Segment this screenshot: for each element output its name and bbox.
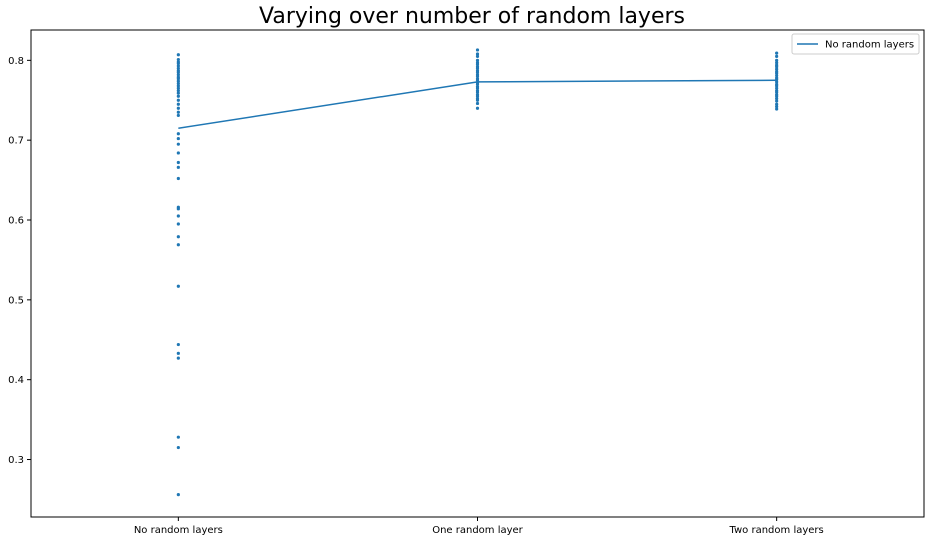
scatter-point <box>475 52 480 56</box>
y-tick-label: 0.8 <box>8 56 24 67</box>
scatter-points <box>176 48 779 497</box>
scatter-point <box>475 94 480 98</box>
scatter-point <box>176 57 180 62</box>
scatter-point <box>475 98 480 102</box>
scatter-point <box>176 66 180 70</box>
y-tick-label: 0.5 <box>8 295 24 306</box>
scatter-point <box>176 214 180 218</box>
scatter-point <box>176 165 180 169</box>
legend: No random layers <box>791 33 920 55</box>
scatter-point <box>176 77 180 81</box>
scatter-point <box>176 132 180 136</box>
scatter-point <box>475 66 480 70</box>
scatter-point <box>775 65 779 69</box>
scatter-point <box>475 58 480 62</box>
scatter-point <box>475 78 480 82</box>
scatter-point <box>475 106 480 110</box>
x-tick-label: Two random layers <box>729 525 824 536</box>
scatter-point <box>475 48 480 52</box>
scatter-point <box>176 151 180 155</box>
scatter-point <box>176 342 180 347</box>
scatter-point <box>775 67 779 71</box>
scatter-point <box>176 94 180 98</box>
chart-title: Varying over number of random layers <box>259 4 685 29</box>
scatter-point <box>176 351 180 355</box>
scatter-point <box>475 86 480 90</box>
scatter-point <box>775 86 779 90</box>
scatter-point <box>176 435 180 439</box>
scatter-point <box>176 86 180 90</box>
scatter-point <box>775 80 779 84</box>
scatter-point <box>475 54 480 58</box>
scatter-point <box>176 243 180 247</box>
scatter-point <box>176 136 180 141</box>
scatter-point <box>176 160 180 165</box>
scatter-point <box>176 142 180 146</box>
scatter-point <box>176 81 180 86</box>
scatter-point <box>176 98 180 102</box>
scatter-point <box>475 101 480 106</box>
scatter-point <box>176 176 180 181</box>
scatter-point <box>176 235 180 239</box>
scatter-point <box>176 53 180 57</box>
scatter-point <box>176 207 180 211</box>
scatter-point <box>475 70 480 74</box>
y-tick-label: 0.4 <box>8 375 24 386</box>
scatter-point <box>176 356 180 360</box>
scatter-point <box>475 74 480 78</box>
scatter-point <box>176 284 180 288</box>
series-line <box>178 79 777 129</box>
scatter-point <box>475 62 480 66</box>
scatter-point <box>176 445 180 450</box>
x-tick-label: No random layers <box>134 525 223 536</box>
series-line-path <box>178 79 777 129</box>
scatter-point <box>775 58 779 62</box>
y-axis: 0.3 0.4 0.5 0.6 0.7 0.8 <box>8 56 31 466</box>
y-tick-label: 0.3 <box>8 455 24 466</box>
scatter-point <box>176 113 180 118</box>
scatter-point <box>775 51 779 55</box>
scatter-point <box>176 493 180 497</box>
scatter-point <box>775 61 779 65</box>
legend-box <box>791 33 920 55</box>
scatter-point <box>775 84 779 88</box>
scatter-point <box>176 106 180 110</box>
scatter-point <box>775 71 779 75</box>
scatter-point <box>775 102 779 106</box>
scatter-point <box>176 102 180 106</box>
scatter-point <box>775 54 779 58</box>
scatter-point <box>775 99 779 103</box>
scatter-point <box>176 61 180 66</box>
y-tick-label: 0.6 <box>8 216 24 227</box>
y-tick-label: 0.7 <box>8 136 24 147</box>
scatter-point <box>475 82 480 86</box>
scatter-point <box>176 73 180 77</box>
scatter-point <box>775 107 779 111</box>
x-axis: No random layers One random layer Two rand… <box>134 517 824 536</box>
scatter-point <box>176 222 180 226</box>
scatter-point <box>176 91 180 95</box>
scatter-point <box>176 64 180 68</box>
scatter-point <box>176 110 180 114</box>
scatter-point <box>176 84 180 88</box>
legend-label: No random layers <box>825 40 914 51</box>
scatter-point <box>775 94 779 98</box>
scatter-point <box>775 97 779 101</box>
x-tick-label: One random layer <box>432 525 523 536</box>
scatter-point <box>176 79 180 83</box>
scatter-point <box>176 89 180 93</box>
scatter-point <box>176 70 180 74</box>
scatter-point <box>775 73 779 78</box>
scatter-point <box>775 90 779 94</box>
scatter-point <box>475 90 480 94</box>
scatter-point <box>775 105 779 109</box>
